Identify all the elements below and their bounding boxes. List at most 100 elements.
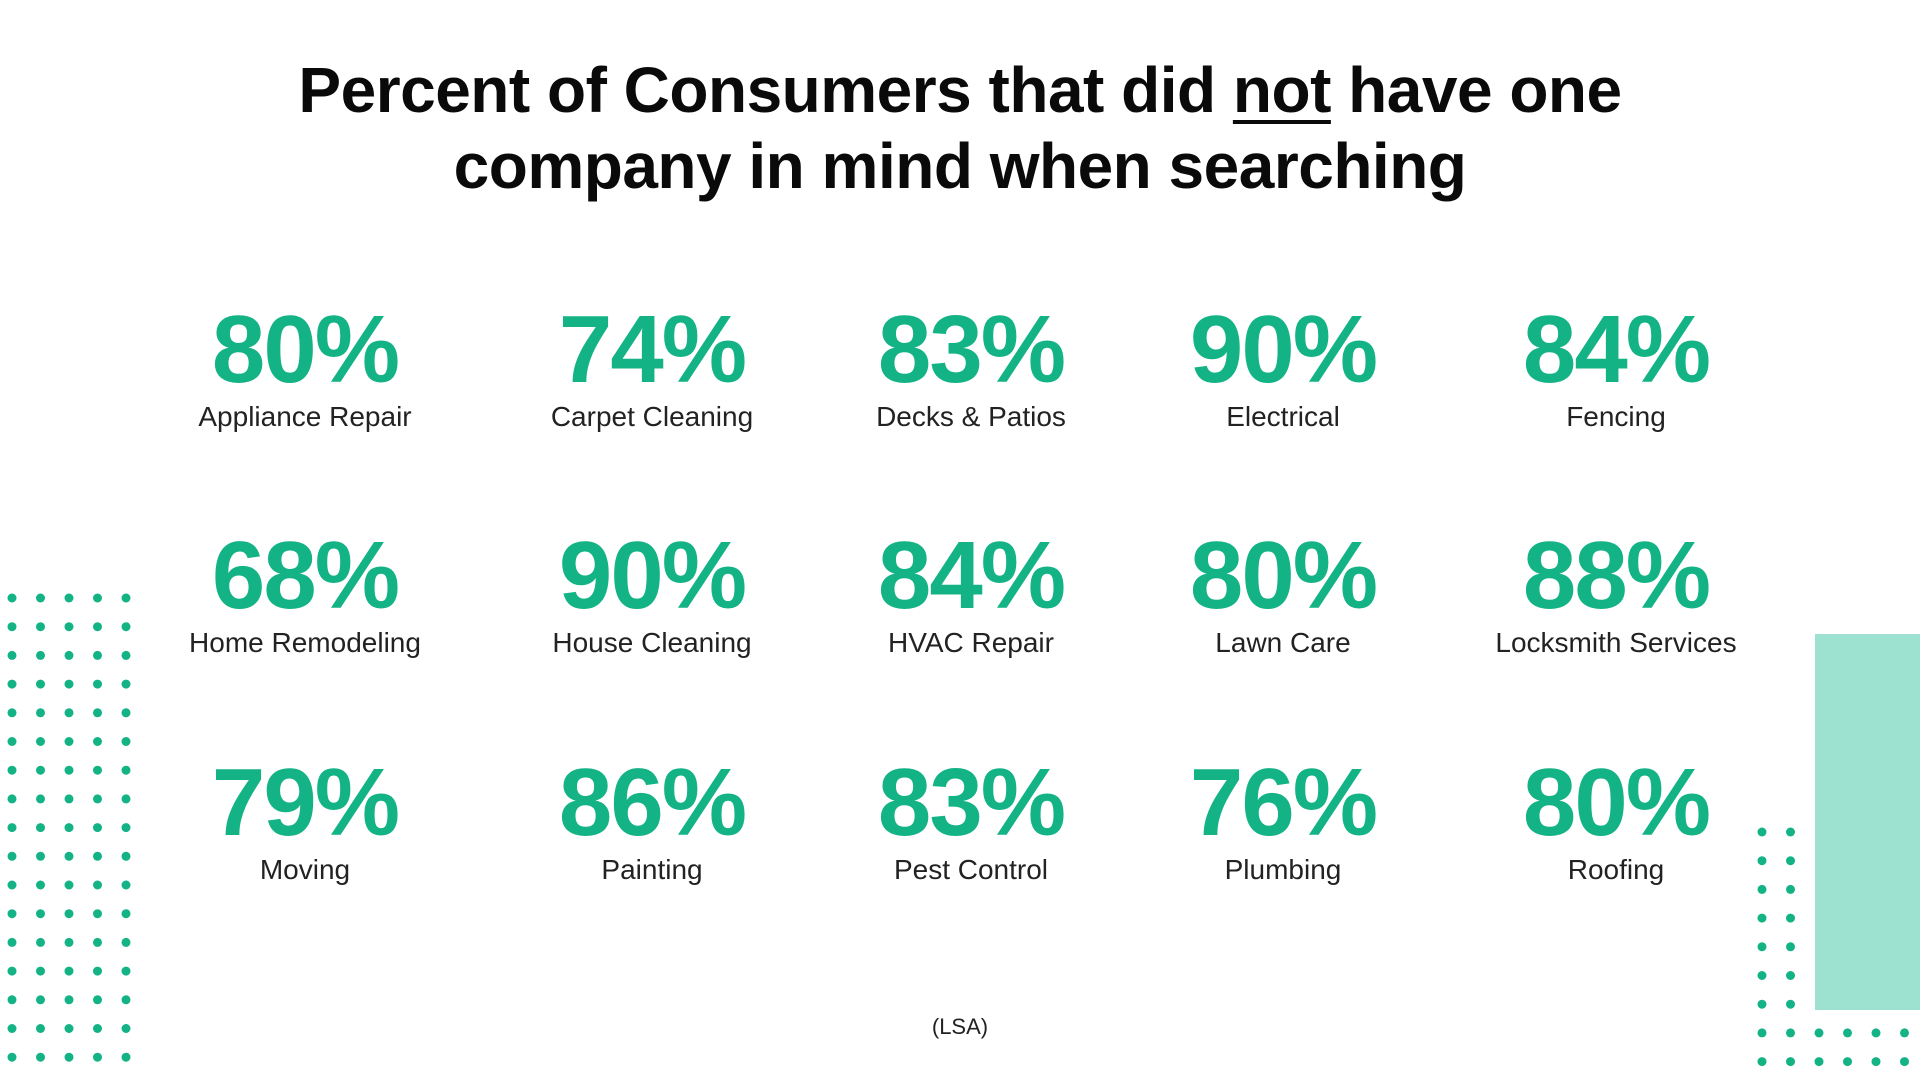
decor-dot <box>1786 971 1795 980</box>
decor-dot <box>64 966 74 976</box>
stat-label: Roofing <box>1567 854 1665 885</box>
decor-dot <box>64 937 74 947</box>
decor-dot <box>121 995 131 1005</box>
stat-label: Appliance Repair <box>198 401 412 432</box>
decor-dot <box>93 794 102 804</box>
decor-dot <box>1757 827 1767 837</box>
stat-label: Locksmith Services <box>1495 627 1737 658</box>
stat-label: HVAC Repair <box>888 627 1054 658</box>
decor-dot <box>7 794 17 804</box>
decor-dot <box>121 737 131 746</box>
stat-value: 68% <box>211 522 400 629</box>
decor-dot <box>1757 884 1767 894</box>
decor-dot <box>36 1024 45 1033</box>
stat-value: 80% <box>1522 749 1711 856</box>
decor-dot <box>1786 913 1795 923</box>
decor-dot <box>36 679 45 689</box>
decor-dot <box>7 823 17 833</box>
decor-dot <box>1757 942 1767 952</box>
decor-dot <box>36 851 45 861</box>
decor-dot <box>64 851 74 861</box>
decor-dot <box>121 966 131 976</box>
decor-dot <box>121 708 131 718</box>
decor-dot <box>64 995 74 1005</box>
stat-value: 90% <box>1189 296 1378 403</box>
decor-dot <box>36 794 45 804</box>
stat-item: 83% Pest Control <box>781 753 1161 887</box>
decor-dot <box>64 1052 74 1062</box>
stat-value: 86% <box>558 749 747 856</box>
stat-item: 74% Carpet Cleaning <box>462 300 842 434</box>
decor-dot <box>1871 1057 1881 1067</box>
decor-dot <box>7 1024 17 1033</box>
decor-dot <box>93 765 102 775</box>
decor-dot <box>7 650 17 660</box>
decor-dot <box>121 650 131 660</box>
stat-label: Plumbing <box>1224 854 1342 885</box>
decor-dot <box>93 622 102 632</box>
decor-dot <box>64 880 74 890</box>
stat-item: 80% Lawn Care <box>1093 526 1473 660</box>
decor-dot <box>1757 913 1767 923</box>
stat-label: Painting <box>601 854 703 885</box>
stat-item: 90% Electrical <box>1093 300 1473 434</box>
decor-dot <box>121 1052 131 1062</box>
decor-dot <box>1786 884 1795 894</box>
decor-dot <box>36 909 45 919</box>
stat-value: 88% <box>1522 522 1711 629</box>
stat-item: 80% Appliance Repair <box>115 300 495 434</box>
stat-label: Moving <box>259 854 351 885</box>
decor-dot <box>7 1052 17 1062</box>
stat-item: 86% Painting <box>462 753 842 887</box>
stat-value: 83% <box>877 296 1066 403</box>
decor-dot <box>36 995 45 1005</box>
decor-dot <box>121 937 131 947</box>
decor-dot <box>121 679 131 689</box>
decor-dot <box>7 737 17 746</box>
stat-item: 88% Locksmith Services <box>1426 526 1806 660</box>
decor-dot <box>7 966 17 976</box>
stat-label: Decks & Patios <box>876 401 1066 432</box>
decor-dot <box>93 995 102 1005</box>
dot-pattern-left <box>7 593 131 1062</box>
stat-label: Electrical <box>1226 401 1340 432</box>
stat-item: 68% Home Remodeling <box>115 526 495 660</box>
decor-dot <box>93 650 102 660</box>
decor-dot <box>1786 942 1795 952</box>
stat-item: 84% Fencing <box>1426 300 1806 434</box>
stat-label: Lawn Care <box>1215 627 1351 658</box>
title-line2: company in mind when searching <box>453 130 1467 202</box>
decor-dot <box>64 765 74 775</box>
decor-dot <box>1900 1028 1909 1038</box>
decor-dot <box>7 765 17 775</box>
decor-dot <box>36 650 45 660</box>
decor-dot <box>64 650 74 660</box>
decor-dot <box>1757 1057 1767 1067</box>
stat-value: 79% <box>211 749 400 856</box>
decor-dot <box>1757 856 1767 866</box>
decor-dot <box>1843 1028 1852 1038</box>
page-title: Percent of Consumers that did not have o… <box>0 52 1920 204</box>
decor-dot <box>1786 827 1795 837</box>
decor-dot <box>93 937 102 947</box>
decor-dot <box>93 737 102 746</box>
decor-dot <box>64 737 74 746</box>
decor-dot <box>7 679 17 689</box>
stat-item: 76% Plumbing <box>1093 753 1473 887</box>
title-part1: Percent of Consumers that did <box>298 54 1233 126</box>
decor-dot <box>93 966 102 976</box>
decor-dot <box>121 593 131 603</box>
decor-dot <box>121 622 131 632</box>
decor-dot <box>93 909 102 919</box>
decor-dot <box>1757 999 1767 1009</box>
decor-dot <box>121 1024 131 1033</box>
decor-dot <box>64 622 74 632</box>
decor-dot <box>7 909 17 919</box>
stat-item: 83% Decks & Patios <box>781 300 1161 434</box>
decor-dot <box>1814 1057 1824 1067</box>
decor-dot <box>93 679 102 689</box>
decor-dot <box>1786 856 1795 866</box>
stat-label: Pest Control <box>893 854 1049 885</box>
decor-dot <box>36 966 45 976</box>
decor-dot <box>1757 1028 1767 1038</box>
